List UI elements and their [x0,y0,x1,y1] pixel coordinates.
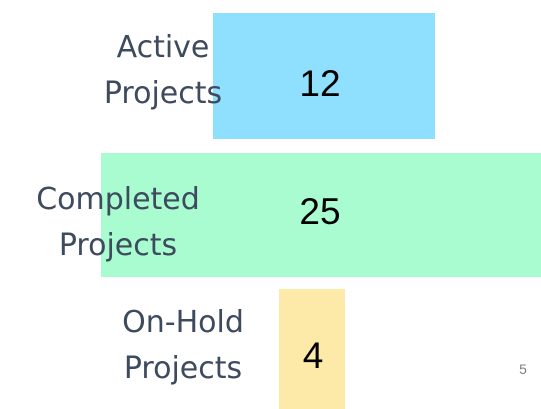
label-line: On-Hold [122,305,244,340]
item-value: 25 [299,191,341,232]
item-label: Active Projects [104,25,222,117]
completed-box [101,153,541,277]
page-number: 5 [519,361,527,377]
label-line: Projects [103,76,223,111]
active-box [213,13,435,139]
label-line: Projects [123,351,243,386]
item-label: On-Hold Projects [122,300,244,392]
item-value: 4 [302,335,324,376]
label-line: Completed [36,182,200,217]
label-line: Projects [58,228,178,263]
label-line: Active [116,30,210,65]
item-label: Completed Projects [36,177,200,269]
item-value: 12 [299,63,341,104]
on-hold-box [279,289,345,409]
